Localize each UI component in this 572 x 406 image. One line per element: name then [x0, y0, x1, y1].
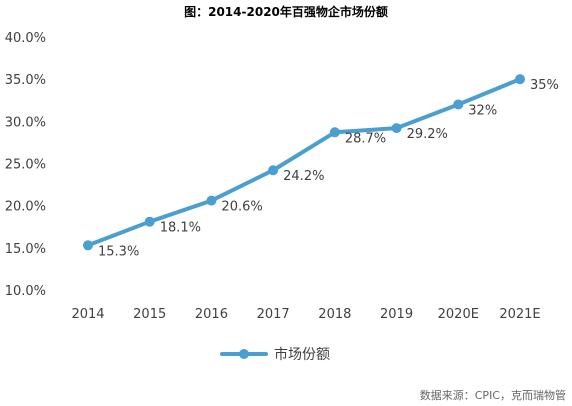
source-note: 数据来源：CPIC，克而瑞物管	[420, 388, 566, 402]
y-tick-label: 10.0%	[5, 284, 46, 299]
data-point	[453, 99, 464, 110]
y-tick-label: 35.0%	[5, 73, 46, 88]
x-tick-label: 2018	[318, 307, 351, 322]
x-tick-label: 2017	[257, 307, 290, 322]
data-label: 29.2%	[407, 127, 448, 142]
data-label: 32%	[468, 103, 497, 118]
legend: 市场份额	[220, 346, 330, 363]
data-point	[83, 240, 93, 251]
data-label: 24.2%	[283, 169, 324, 184]
y-tick-label: 40.0%	[5, 31, 46, 46]
data-label: 35%	[530, 78, 559, 93]
y-axis: 10.0% 15.0% 20.0% 25.0% 30.0% 35.0% 40.0%	[5, 31, 46, 299]
series-layer: 15.3% 18.1% 20.6% 24.2% 28.7% 29.2% 32% 35%	[83, 74, 559, 259]
data-point	[268, 165, 279, 176]
x-tick-label: 2021E	[499, 307, 540, 322]
data-label: 20.6%	[221, 200, 262, 215]
data-label: 18.1%	[160, 221, 201, 236]
legend-marker-icon	[239, 349, 249, 359]
x-tick-label: 2020E	[438, 307, 479, 322]
x-tick-label: 2015	[133, 307, 166, 322]
data-point	[206, 195, 217, 206]
data-point	[329, 127, 340, 138]
data-label: 28.7%	[345, 131, 386, 146]
data-point	[144, 216, 155, 227]
x-axis: 2014 2015 2016 2017 2018 2019 2020E 2021E	[71, 307, 540, 322]
y-tick-label: 25.0%	[5, 158, 46, 173]
data-point	[515, 74, 525, 85]
x-tick-label: 2016	[195, 307, 228, 322]
series-line	[86, 77, 522, 248]
data-label: 15.3%	[98, 244, 139, 259]
y-tick-label: 30.0%	[5, 115, 46, 130]
data-point	[391, 123, 402, 134]
y-tick-label: 15.0%	[5, 242, 46, 257]
x-tick-label: 2019	[380, 307, 413, 322]
x-tick-label: 2014	[71, 307, 104, 322]
legend-label: 市场份额	[274, 346, 330, 363]
y-tick-label: 20.0%	[5, 200, 46, 215]
chart-title: 图：2014-2020年百强物企市场份额	[184, 4, 388, 19]
